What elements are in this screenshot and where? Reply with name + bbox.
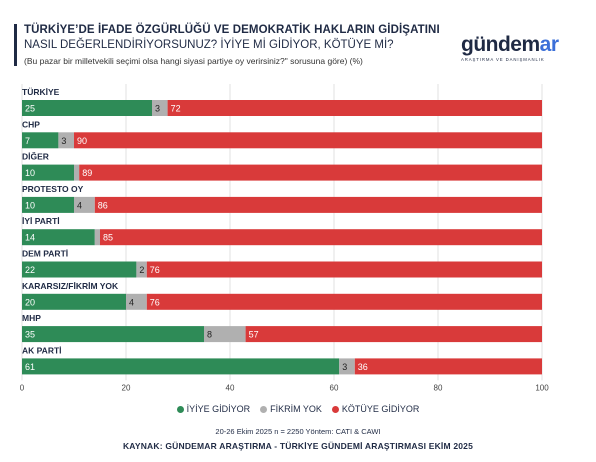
chart-title: TÜRKİYE’DE İFADE ÖZGÜRLÜĞÜ VE DEMOKRATİK… xyxy=(24,24,440,36)
bar-segment xyxy=(146,293,543,310)
bar-segment xyxy=(22,100,152,116)
data-label: 20 xyxy=(25,297,35,307)
data-label: 76 xyxy=(150,265,160,275)
data-label: 3 xyxy=(61,136,66,146)
data-label: 89 xyxy=(82,168,92,178)
bar-segment xyxy=(79,164,542,181)
data-label: 7 xyxy=(25,136,30,146)
x-tick-label: 0 xyxy=(20,383,25,392)
data-label: 35 xyxy=(25,330,35,340)
x-tick-label: 60 xyxy=(330,383,339,392)
logo-wordmark-prefix: gündem xyxy=(461,33,540,56)
category-label: PROTESTO OY xyxy=(22,184,84,194)
survey-method: 20-26 Ekim 2025 n = 2250 Yöntem: CATI & … xyxy=(215,427,381,436)
bar-segment xyxy=(167,100,542,116)
legend-item: FİKRİM YOK xyxy=(260,404,322,414)
data-source: KAYNAK: GÜNDEMAR ARAŞTIRMA - TÜRKİYE GÜN… xyxy=(122,441,474,451)
bar-segment xyxy=(152,100,168,116)
data-label: 4 xyxy=(129,297,134,307)
bar-segment xyxy=(354,358,542,375)
data-label: 25 xyxy=(25,104,35,114)
data-label: 8 xyxy=(207,330,212,340)
x-tick-label: 80 xyxy=(434,383,443,392)
data-label: 90 xyxy=(77,136,87,146)
chart-title-line2: NASIL DEĞERLENDİRİYORSUNUZ? İYİYE Mİ GİD… xyxy=(24,39,394,51)
data-label: 86 xyxy=(98,200,108,210)
legend-swatch xyxy=(260,405,268,413)
chart-legend: İYİYE GİDİYOR FİKRİM YOK KÖTÜYE GİDİYOR xyxy=(0,404,596,414)
bar-segment xyxy=(22,229,95,246)
data-label: 14 xyxy=(25,233,35,243)
x-tick-label: 40 xyxy=(226,383,235,392)
legend-label: FİKRİM YOK xyxy=(270,404,322,414)
category-label: DİĞER xyxy=(22,151,49,162)
data-label: 4 xyxy=(77,200,82,210)
data-label: 10 xyxy=(25,200,35,210)
data-label: 85 xyxy=(103,233,113,243)
gundemar-logo: gündemar ARAŞTIRMA VE DANIŞMANLIK xyxy=(461,34,581,63)
category-label: DEM PARTİ xyxy=(22,249,68,259)
category-label: CHP xyxy=(22,119,40,129)
logo-wordmark: gündemar xyxy=(461,34,581,56)
bar-segment xyxy=(22,326,204,343)
bar-segment xyxy=(245,326,542,343)
data-label: 22 xyxy=(25,265,35,275)
logo-wordmark-highlight: ar xyxy=(539,33,559,56)
data-label: 72 xyxy=(171,104,181,114)
bar-segment xyxy=(146,261,543,278)
chart-subtitle: (Bu pazar bir milletvekili seçimi olsa h… xyxy=(24,56,363,66)
bar-segment xyxy=(204,326,246,343)
bar-segment xyxy=(22,261,137,278)
data-label: 2 xyxy=(139,265,144,275)
legend-label: KÖTÜYE GİDİYOR xyxy=(341,404,420,414)
bar-segment xyxy=(22,358,340,375)
legend-label: İYİYE GİDİYOR xyxy=(186,404,251,414)
bar-segment xyxy=(74,164,80,181)
bar-segment xyxy=(22,293,126,310)
legend-swatch xyxy=(176,405,184,413)
bar-segment xyxy=(94,196,543,213)
bar-segment xyxy=(100,229,542,246)
data-label: 76 xyxy=(150,297,160,307)
x-tick-label: 100 xyxy=(535,383,549,392)
data-label: 57 xyxy=(249,330,259,340)
legend-item: İYİYE GİDİYOR xyxy=(176,404,251,414)
data-label: 3 xyxy=(155,104,160,114)
bar-segment xyxy=(22,132,59,149)
bar-segment xyxy=(94,229,100,246)
x-tick-label: 20 xyxy=(122,383,131,392)
legend-swatch xyxy=(331,405,339,413)
bar-segment xyxy=(74,196,95,213)
data-label: 3 xyxy=(342,362,347,372)
category-label: AK PARTİ xyxy=(22,345,62,355)
data-label: 61 xyxy=(25,362,35,372)
bar-segment xyxy=(58,132,74,149)
stacked-bar-chart: TÜRKİYE 25 3 72 CHP 7 3 90 DİĞER 10 89 PROTESTO OY 1… xyxy=(20,84,549,392)
bar-segment xyxy=(339,358,355,375)
title-accent-bar xyxy=(14,24,17,66)
bar-segment xyxy=(22,196,74,213)
legend-item: KÖTÜYE GİDİYOR xyxy=(331,404,420,414)
logo-tagline: ARAŞTIRMA VE DANIŞMANLIK xyxy=(461,57,545,62)
category-label: TÜRKİYE xyxy=(22,87,60,97)
bar-segment xyxy=(136,261,147,278)
bar-segment xyxy=(74,132,542,149)
category-label: İYİ PARTİ xyxy=(22,216,60,226)
data-label: 10 xyxy=(25,168,35,178)
bar-segment xyxy=(126,293,147,310)
data-label: 36 xyxy=(358,362,368,372)
category-label: MHP xyxy=(22,313,41,323)
bar-segment xyxy=(22,164,74,181)
category-label: KARARSIZ/FİKRİM YOK xyxy=(22,281,119,291)
